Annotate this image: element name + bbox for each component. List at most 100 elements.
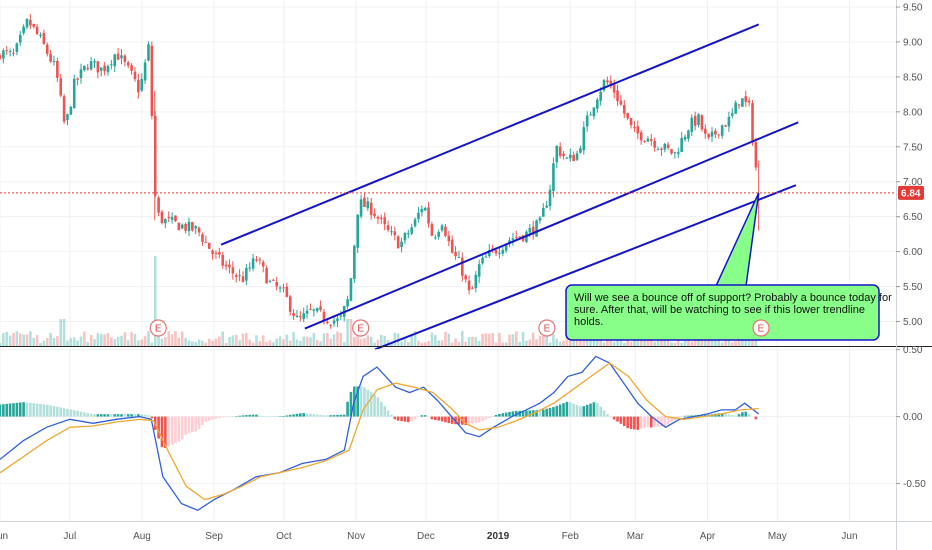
macd-y-axis[interactable]: 0.50 0.00 -0.50 [896, 345, 926, 490]
candle-body [96, 61, 100, 73]
volume-bar [376, 339, 380, 346]
macd-histogram-bar [49, 405, 52, 417]
candle [157, 195, 160, 217]
candle [332, 315, 336, 327]
time-x-axis[interactable]: Jun Jul Aug Sep Oct Nov Dec 2019 Feb Mar Apr May Jun [0, 531, 858, 542]
candle [160, 209, 164, 225]
candle-body [626, 112, 629, 119]
candle [2, 48, 5, 64]
candle [548, 184, 552, 211]
earnings-marker-circle[interactable] [752, 319, 770, 337]
volume-bar [302, 336, 306, 346]
candle [734, 100, 737, 115]
earnings-marker[interactable]: E [352, 319, 370, 337]
macd-histogram-bar [747, 414, 751, 417]
candle [52, 55, 56, 66]
candle [346, 295, 349, 309]
candle-body [730, 113, 734, 116]
candle-body [538, 217, 542, 221]
candle-body [234, 275, 238, 278]
volume-bar [346, 319, 349, 346]
macd-y-tick-label: 0.00 [903, 412, 923, 423]
volume-bar [288, 340, 292, 346]
volume-bar [22, 334, 25, 346]
candle-body [319, 306, 322, 310]
volume-bar [241, 333, 245, 346]
price-y-axis[interactable]: 5.00 5.50 6.00 6.50 7.00 7.50 8.00 8.50 9.00 9.50 [896, 2, 923, 328]
macd-histogram-bar [174, 416, 177, 444]
macd-histogram-bar [680, 416, 683, 418]
volume-bar [676, 336, 680, 346]
candle-body [137, 79, 140, 93]
macd-histogram-bar [471, 416, 474, 424]
earnings-marker[interactable]: E [149, 319, 167, 337]
candle-body [346, 299, 349, 307]
candle [309, 303, 312, 311]
macd-histogram-bar [275, 416, 279, 418]
candle-body [241, 276, 245, 282]
candle [481, 254, 484, 265]
candle [25, 18, 29, 30]
candle-body [515, 236, 518, 238]
earnings-marker-circle[interactable] [352, 319, 370, 337]
candle [228, 259, 231, 274]
candle-body [265, 268, 268, 284]
channel-line[interactable] [304, 121, 799, 330]
volume-bar [622, 342, 626, 346]
macd-histogram-bar [315, 414, 319, 417]
candle-body [481, 257, 484, 264]
candle [8, 48, 12, 57]
candle [292, 309, 295, 321]
candle-body [717, 134, 721, 136]
macd-histogram-bar [140, 414, 144, 417]
volume-bar [461, 331, 464, 346]
macd-histogram-bar [501, 413, 505, 417]
earnings-marker[interactable]: E [538, 319, 556, 337]
candle-body [282, 287, 285, 289]
candle [35, 24, 39, 36]
volume-bar [103, 334, 106, 346]
candle [616, 84, 619, 106]
volume-bar [683, 335, 687, 346]
macd-histogram-bar [380, 401, 383, 417]
candle-body [89, 61, 93, 70]
macd-histogram-bar [666, 416, 670, 425]
candle-body [62, 96, 66, 122]
volume-bar [407, 342, 410, 346]
volume-bar [2, 333, 5, 346]
candle-body [191, 222, 194, 231]
annotation-callout[interactable]: Will we see a bounce off of support? Pro… [565, 192, 892, 341]
candle-body [562, 153, 565, 157]
volume-bar [89, 334, 93, 346]
channel-line[interactable] [374, 184, 797, 351]
volume-bar [295, 339, 299, 346]
candle [319, 300, 322, 312]
candle-body [130, 65, 133, 71]
candle [579, 145, 582, 154]
channel-lines[interactable] [220, 23, 799, 351]
earnings-marker-circle[interactable] [538, 319, 556, 337]
annotation-box[interactable] [565, 284, 880, 341]
candle-body [724, 125, 727, 127]
candle-body [157, 197, 160, 213]
candle [690, 114, 694, 136]
earnings-marker-circle[interactable] [149, 319, 167, 337]
volume-bar [32, 337, 36, 346]
candle-body [683, 136, 687, 140]
volume-bar [18, 333, 22, 346]
channel-line[interactable] [220, 23, 760, 246]
volume-bar [545, 333, 548, 346]
volume-bar [143, 336, 147, 346]
volume-bar [471, 336, 474, 346]
earnings-marker[interactable]: E [752, 319, 770, 337]
macd-histogram-bar [440, 416, 444, 422]
macd-histogram-bar [99, 414, 103, 417]
macd-histogram-bar [62, 408, 66, 417]
volume-bar [494, 342, 498, 346]
volume-bar [312, 332, 316, 346]
x-tick-label: Sep [205, 531, 223, 542]
x-tick-label: Jun [0, 531, 8, 542]
candle [589, 111, 592, 116]
